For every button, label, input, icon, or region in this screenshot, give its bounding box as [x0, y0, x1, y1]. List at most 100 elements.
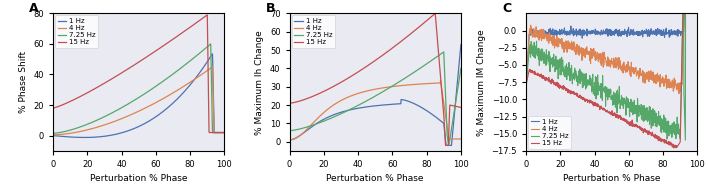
7.25 Hz — [158, 81, 166, 83]
7.25 Hz — [49, 132, 57, 134]
1 Hz — [433, 117, 441, 119]
7.25 Hz — [681, 139, 690, 141]
7.25 Hz — [433, 55, 441, 58]
15 Hz — [394, 42, 403, 44]
4 Hz — [158, 98, 166, 100]
4 Hz — [208, 66, 217, 68]
1 Hz — [158, 111, 166, 113]
7.25 Hz — [394, 81, 403, 83]
7.25 Hz — [285, 129, 294, 132]
4 Hz — [631, 69, 639, 71]
4 Hz — [385, 86, 394, 88]
15 Hz — [522, 84, 530, 87]
15 Hz — [622, 119, 630, 121]
4 Hz — [669, 89, 678, 92]
4 Hz — [149, 103, 157, 105]
1 Hz — [149, 118, 157, 120]
7.25 Hz — [153, 84, 161, 87]
1 Hz — [394, 103, 403, 105]
7.25 Hz — [149, 87, 157, 90]
15 Hz — [669, 147, 678, 149]
Text: C: C — [502, 2, 511, 15]
1 Hz — [532, 35, 541, 37]
15 Hz — [149, 52, 157, 54]
4 Hz — [220, 131, 229, 134]
7.25 Hz — [669, 132, 678, 134]
Line: 4 Hz: 4 Hz — [290, 81, 461, 140]
7.25 Hz — [440, 51, 448, 53]
15 Hz — [433, 37, 442, 39]
Legend: 1 Hz, 4 Hz, 7.25 Hz, 15 Hz: 1 Hz, 4 Hz, 7.25 Hz, 15 Hz — [528, 116, 571, 149]
4 Hz — [626, 73, 634, 75]
1 Hz — [208, 53, 217, 55]
7.25 Hz — [296, 128, 304, 130]
7.25 Hz — [652, 112, 661, 114]
1 Hz — [631, 33, 639, 35]
15 Hz — [296, 100, 304, 102]
4 Hz — [652, 83, 661, 85]
15 Hz — [670, 147, 678, 149]
15 Hz — [626, 122, 634, 125]
1 Hz — [522, 84, 530, 87]
4 Hz — [436, 79, 445, 82]
15 Hz — [220, 131, 229, 134]
7.25 Hz — [631, 104, 639, 107]
15 Hz — [385, 49, 394, 52]
4 Hz — [622, 66, 630, 69]
4 Hz — [153, 101, 161, 103]
1 Hz — [197, 70, 205, 72]
7.25 Hz — [179, 65, 188, 68]
1 Hz — [153, 115, 161, 117]
4 Hz — [59, 133, 68, 135]
Legend: 1 Hz, 4 Hz, 7.25 Hz, 15 Hz: 1 Hz, 4 Hz, 7.25 Hz, 15 Hz — [55, 15, 98, 48]
4 Hz — [532, 35, 541, 37]
4 Hz — [389, 85, 398, 87]
15 Hz — [203, 14, 212, 16]
7.25 Hz — [207, 43, 215, 45]
7.25 Hz — [445, 144, 453, 146]
7.25 Hz — [522, 84, 530, 87]
1 Hz — [296, 134, 304, 137]
1 Hz — [442, 144, 450, 146]
7.25 Hz — [385, 87, 394, 89]
15 Hz — [179, 31, 188, 33]
Y-axis label: % Maximum IM Change: % Maximum IM Change — [477, 29, 486, 135]
15 Hz — [153, 49, 161, 51]
1 Hz — [626, 34, 634, 36]
Text: A: A — [29, 2, 39, 15]
Line: 1 Hz: 1 Hz — [53, 54, 224, 138]
4 Hz — [433, 82, 441, 84]
15 Hz — [196, 19, 205, 21]
7.25 Hz — [59, 131, 68, 133]
7.25 Hz — [196, 51, 205, 53]
1 Hz — [457, 43, 465, 46]
15 Hz — [416, 25, 424, 28]
7.25 Hz — [532, 40, 541, 42]
Legend: 1 Hz, 4 Hz, 7.25 Hz, 15 Hz: 1 Hz, 4 Hz, 7.25 Hz, 15 Hz — [292, 15, 335, 48]
1 Hz — [622, 32, 630, 34]
15 Hz — [457, 106, 465, 108]
Y-axis label: % Maximum Ih Change: % Maximum Ih Change — [256, 30, 264, 134]
7.25 Hz — [416, 68, 424, 70]
4 Hz — [296, 134, 304, 137]
4 Hz — [49, 134, 57, 136]
15 Hz — [442, 144, 450, 146]
1 Hz — [81, 136, 89, 139]
1 Hz — [220, 131, 229, 134]
1 Hz — [389, 103, 398, 105]
15 Hz — [59, 103, 68, 106]
Line: 1 Hz: 1 Hz — [290, 45, 461, 145]
1 Hz — [59, 135, 68, 138]
15 Hz — [532, 74, 541, 76]
Line: 4 Hz: 4 Hz — [53, 67, 224, 135]
4 Hz — [285, 139, 294, 141]
15 Hz — [389, 46, 398, 48]
15 Hz — [652, 135, 661, 137]
Line: 4 Hz: 4 Hz — [526, 0, 697, 94]
Line: 15 Hz: 15 Hz — [290, 13, 461, 145]
1 Hz — [385, 103, 394, 106]
7.25 Hz — [626, 110, 634, 113]
4 Hz — [522, 84, 530, 87]
1 Hz — [179, 92, 188, 94]
Line: 7.25 Hz: 7.25 Hz — [53, 44, 224, 133]
